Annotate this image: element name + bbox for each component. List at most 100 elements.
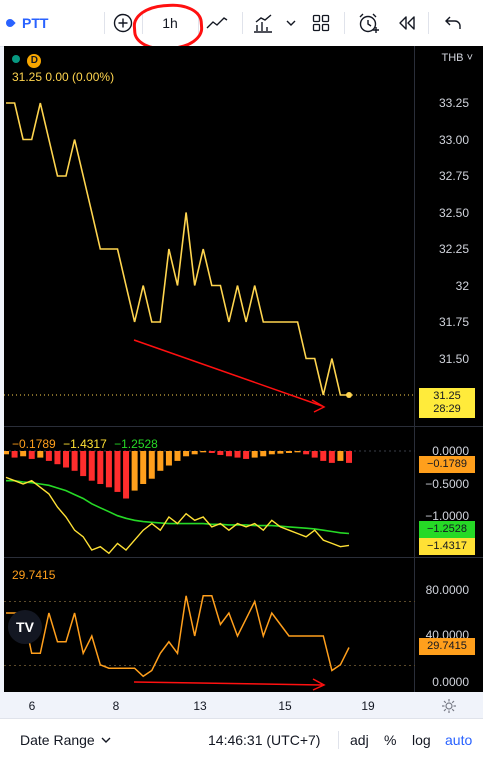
rsi-tick: 80.0000 bbox=[425, 583, 469, 597]
log-scale-toggle[interactable]: log bbox=[412, 719, 431, 760]
time-axis[interactable]: 6 8 13 15 19 bbox=[4, 692, 483, 718]
symbol-search-button[interactable]: PTT bbox=[4, 0, 66, 46]
macd-histogram-bar bbox=[71, 451, 78, 471]
indicators-dropdown[interactable] bbox=[282, 0, 300, 46]
gear-icon bbox=[442, 699, 456, 713]
macd-histogram-bar bbox=[328, 451, 335, 463]
price-tick: 33.00 bbox=[438, 132, 469, 147]
toolbar-separator bbox=[142, 12, 143, 34]
macd-histogram-bar bbox=[37, 451, 44, 458]
macd-histogram-bar bbox=[234, 451, 241, 458]
ohlc-values: 31.25 0.00 (0.00%) bbox=[12, 70, 115, 84]
divergence-arrow bbox=[133, 339, 323, 407]
date-range-button[interactable]: Date Range bbox=[20, 719, 111, 760]
price-plot bbox=[4, 102, 415, 413]
macd-histogram-bar bbox=[88, 451, 95, 481]
chart-type-button[interactable] bbox=[204, 0, 230, 46]
macd-tick: 0.0000 bbox=[432, 444, 469, 458]
macd-histogram-bar bbox=[200, 451, 207, 453]
time-tick: 13 bbox=[193, 699, 207, 713]
macd-axis[interactable] bbox=[414, 427, 483, 557]
macd-histogram-bar bbox=[285, 451, 292, 453]
rsi-pane[interactable]: 29.7415 80.0000 40.0000 29.7415 0.0000 bbox=[4, 558, 483, 692]
macd-histogram-bar bbox=[277, 451, 284, 454]
layouts-button[interactable] bbox=[308, 0, 334, 46]
macd-histogram-bar bbox=[208, 451, 215, 453]
macd-histogram-bar bbox=[268, 451, 275, 455]
rsi-divergence-arrow bbox=[133, 681, 323, 686]
macd-line bbox=[5, 476, 350, 555]
rsi-line bbox=[6, 595, 350, 678]
bar-countdown: 28:29 bbox=[433, 403, 461, 415]
time-tick: 8 bbox=[112, 699, 120, 713]
last-price-badge: 31.25 28:29 bbox=[419, 388, 475, 418]
macd-pane[interactable]: −0.1789 −1.4317 −1.2528 0.0000 −0.5000 −… bbox=[4, 427, 483, 557]
alarm-clock-plus-icon bbox=[359, 13, 379, 33]
macd-histogram-bar bbox=[225, 451, 232, 457]
toolbar-separator bbox=[104, 12, 105, 34]
replay-button[interactable] bbox=[394, 0, 420, 46]
timezone-clock-button[interactable]: 14:46:31 (UTC+7) bbox=[208, 719, 320, 760]
price-tick: 32.25 bbox=[438, 242, 469, 256]
data-source-badge: D bbox=[27, 54, 42, 68]
macd-histogram-bar bbox=[105, 451, 112, 488]
percent-scale-toggle[interactable]: % bbox=[384, 719, 396, 760]
macd-line-badge: −1.4317 bbox=[419, 538, 475, 555]
tradingview-logo[interactable]: TV bbox=[8, 610, 42, 644]
macd-histogram-bar bbox=[251, 451, 258, 458]
pane-separator[interactable] bbox=[4, 557, 483, 558]
auto-label: auto bbox=[445, 731, 473, 748]
symbol-logo-icon bbox=[4, 17, 16, 29]
compare-add-button[interactable] bbox=[110, 0, 136, 46]
top-toolbar: PTT 1h bbox=[0, 0, 483, 53]
rsi-axis[interactable] bbox=[414, 558, 483, 692]
last-price-dot bbox=[346, 392, 352, 398]
auto-scale-toggle[interactable]: auto bbox=[445, 719, 472, 760]
macd-histogram-bar bbox=[260, 451, 267, 457]
chart-canvas[interactable]: THB ˅ D 31.25 0.00 (0.00%) 33.25 33.00 32.… bbox=[4, 46, 483, 718]
rsi-tick: 0.0000 bbox=[432, 675, 469, 689]
price-axis[interactable]: THB ˅ bbox=[414, 46, 483, 426]
macd-histogram-bar bbox=[114, 451, 121, 492]
macd-histogram-bar bbox=[320, 451, 327, 461]
macd-histogram-bar bbox=[4, 451, 9, 455]
macd-histogram-bar bbox=[294, 451, 301, 453]
price-tick: 32.50 bbox=[438, 205, 469, 220]
macd-plot bbox=[4, 450, 415, 555]
macd-histogram-bar bbox=[311, 451, 318, 458]
undo-button[interactable] bbox=[440, 0, 466, 46]
macd-histogram-value: −0.1789 bbox=[12, 437, 56, 451]
arrowhead bbox=[312, 678, 326, 691]
price-tick: 33.25 bbox=[438, 96, 469, 110]
adjustment-toggle[interactable]: adj bbox=[350, 719, 369, 760]
alert-button[interactable] bbox=[356, 0, 382, 46]
macd-tick: −1.0000 bbox=[425, 509, 469, 523]
price-tick: 32 bbox=[455, 278, 469, 293]
interval-button[interactable]: 1h bbox=[152, 0, 188, 46]
macd-histogram-bar bbox=[183, 451, 190, 457]
price-pane[interactable]: THB ˅ D 31.25 0.00 (0.00%) 33.25 33.00 32.… bbox=[4, 46, 483, 426]
interval-label: 1h bbox=[162, 15, 178, 31]
arrowhead bbox=[311, 399, 326, 413]
toolbar-separator bbox=[198, 12, 199, 34]
currency-label: THB bbox=[441, 52, 464, 64]
time-tick: 15 bbox=[278, 699, 292, 713]
chart-settings-button[interactable] bbox=[441, 698, 457, 719]
macd-histogram-bar bbox=[28, 451, 35, 459]
symbol-name: PTT bbox=[22, 15, 49, 31]
macd-histogram-badge: −0.1789 bbox=[419, 456, 475, 473]
toolbar-separator bbox=[338, 731, 339, 749]
line-chart-icon bbox=[206, 17, 228, 29]
macd-signal-value: −1.2528 bbox=[114, 437, 158, 451]
macd-histogram-bar bbox=[243, 451, 250, 459]
macd-histogram-bar bbox=[148, 451, 155, 479]
macd-signal-badge: −1.2528 bbox=[419, 521, 475, 538]
price-series-line bbox=[6, 102, 349, 396]
price-tick: 32.75 bbox=[438, 169, 469, 183]
indicators-button[interactable] bbox=[250, 0, 276, 46]
pane-separator[interactable] bbox=[4, 426, 483, 427]
macd-histogram-bar bbox=[165, 451, 172, 466]
macd-tick: −0.5000 bbox=[425, 477, 469, 491]
price-tick: 31.75 bbox=[438, 315, 469, 329]
currency-selector[interactable]: THB ˅ bbox=[441, 52, 473, 64]
